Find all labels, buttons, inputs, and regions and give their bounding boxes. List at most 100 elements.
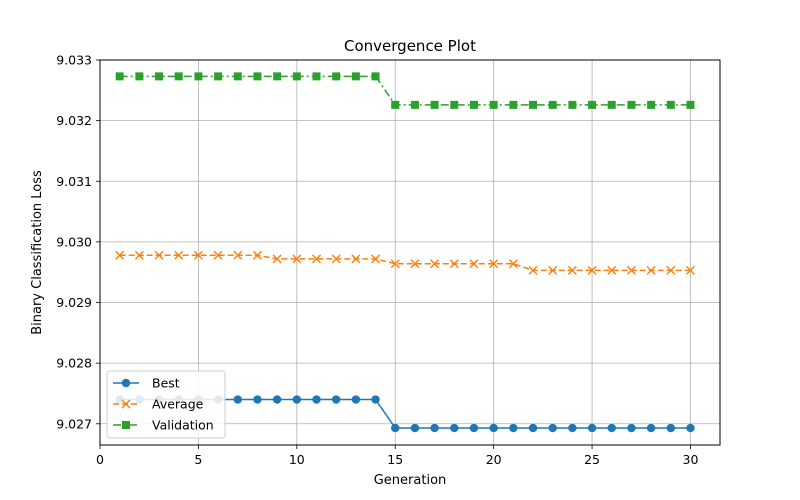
data-point-average bbox=[528, 265, 538, 275]
data-point-average bbox=[272, 254, 282, 264]
data-point-validation bbox=[647, 100, 656, 109]
legend-item-best: Best bbox=[113, 376, 180, 391]
y-tick-label: 9.033 bbox=[56, 53, 92, 68]
data-point-validation bbox=[174, 72, 183, 81]
data-point-average bbox=[292, 254, 302, 264]
data-point-validation bbox=[332, 72, 341, 81]
data-point-validation bbox=[469, 100, 478, 109]
plot-frame bbox=[99, 59, 721, 446]
data-point-validation bbox=[686, 100, 695, 109]
data-point-validation bbox=[292, 72, 301, 81]
x-axis-title: Generation bbox=[374, 473, 447, 488]
legend-item-validation: Validation bbox=[113, 418, 214, 433]
data-point-average bbox=[567, 265, 577, 275]
data-point-validation bbox=[568, 100, 577, 109]
x-tick-label: 15 bbox=[387, 452, 403, 467]
series-validation bbox=[115, 72, 695, 109]
x-tick-label: 0 bbox=[96, 452, 104, 467]
data-point-validation bbox=[273, 72, 282, 81]
data-point-best bbox=[430, 423, 439, 433]
data-point-average bbox=[351, 254, 361, 264]
data-point-best bbox=[627, 423, 636, 433]
data-point-average bbox=[508, 259, 518, 269]
data-point-best bbox=[528, 423, 538, 433]
data-point-validation bbox=[115, 72, 124, 81]
data-point-best bbox=[331, 395, 341, 404]
legend-label-average: Average bbox=[152, 397, 204, 412]
data-point-validation bbox=[627, 100, 636, 109]
y-tick-label: 9.031 bbox=[56, 174, 92, 189]
data-point-validation bbox=[351, 72, 360, 81]
legend: Best Average Validation bbox=[106, 370, 226, 439]
legend-marker-average bbox=[121, 399, 131, 409]
data-point-validation bbox=[214, 72, 223, 81]
x-tick-label: 25 bbox=[584, 452, 600, 467]
data-point-validation bbox=[588, 100, 597, 109]
data-point-average bbox=[587, 265, 597, 275]
legend-label-validation: Validation bbox=[152, 418, 214, 433]
data-point-average bbox=[449, 259, 459, 269]
data-point-best bbox=[509, 423, 518, 433]
data-point-best bbox=[312, 395, 321, 404]
data-point-average bbox=[331, 254, 341, 264]
x-tick-label: 10 bbox=[289, 452, 305, 467]
x-tick-label: 20 bbox=[486, 452, 502, 467]
data-point-best bbox=[686, 423, 695, 433]
data-point-best bbox=[666, 423, 675, 433]
data-point-validation bbox=[410, 100, 419, 109]
data-point-average bbox=[390, 259, 400, 269]
y-tick-label: 9.028 bbox=[56, 356, 92, 371]
data-point-average bbox=[252, 250, 262, 260]
data-point-average bbox=[489, 259, 499, 269]
data-point-best bbox=[607, 423, 616, 433]
data-point-average bbox=[233, 250, 243, 260]
data-point-validation bbox=[391, 100, 400, 109]
series-line-validation bbox=[119, 75, 691, 106]
data-point-average bbox=[469, 259, 479, 269]
data-point-average bbox=[430, 259, 440, 269]
data-point-best bbox=[469, 423, 479, 433]
data-point-average bbox=[213, 250, 223, 260]
data-point-validation bbox=[233, 72, 242, 81]
data-point-best bbox=[233, 395, 242, 404]
data-point-validation bbox=[666, 100, 675, 109]
y-tick-label: 9.029 bbox=[56, 295, 92, 310]
data-point-average bbox=[666, 265, 676, 275]
data-point-average bbox=[410, 259, 420, 269]
data-point-best bbox=[568, 423, 577, 433]
data-point-validation bbox=[430, 100, 439, 109]
data-point-best bbox=[292, 395, 302, 404]
data-point-best bbox=[548, 423, 557, 433]
data-point-validation bbox=[450, 100, 459, 109]
x-axis: 0 5 10 15 20 25 30 bbox=[96, 445, 698, 467]
data-point-average bbox=[371, 254, 381, 264]
data-point-average bbox=[115, 250, 125, 260]
data-point-validation bbox=[155, 72, 164, 81]
data-point-validation bbox=[548, 100, 557, 109]
legend-marker-best bbox=[121, 378, 131, 388]
series-average bbox=[115, 250, 695, 275]
legend-item-average: Average bbox=[113, 397, 204, 412]
data-point-validation bbox=[371, 72, 380, 81]
x-tick-label: 5 bbox=[194, 452, 202, 467]
legend-box bbox=[106, 370, 226, 439]
data-point-best bbox=[489, 423, 498, 433]
y-axis-title: Binary Classification Loss bbox=[30, 170, 45, 335]
data-point-average bbox=[134, 250, 144, 260]
data-point-best bbox=[450, 423, 459, 433]
legend-marker-validation bbox=[122, 421, 130, 429]
data-point-validation bbox=[509, 100, 518, 109]
data-point-average bbox=[548, 265, 558, 275]
data-point-average bbox=[607, 265, 617, 275]
data-point-best bbox=[371, 395, 380, 404]
data-point-best bbox=[646, 423, 656, 433]
data-point-best bbox=[351, 395, 361, 404]
series-line-average bbox=[119, 254, 691, 272]
chart-title: Convergence Plot bbox=[344, 37, 476, 55]
data-point-best bbox=[253, 395, 262, 404]
legend-label-best: Best bbox=[152, 376, 180, 391]
data-point-average bbox=[154, 250, 164, 260]
data-point-average bbox=[174, 250, 184, 260]
y-tick-label: 9.027 bbox=[56, 416, 92, 431]
